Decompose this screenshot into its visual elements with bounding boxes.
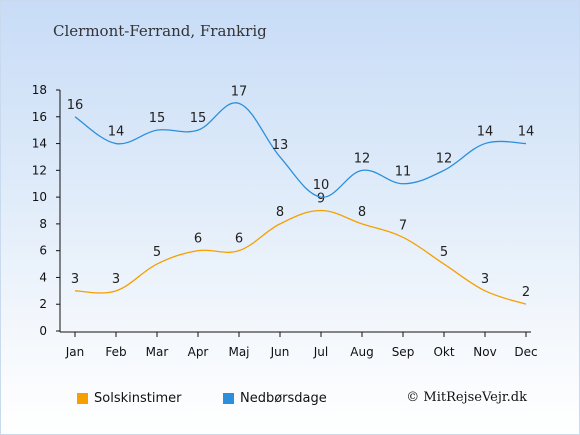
- x-tick-label: Dec: [514, 345, 537, 359]
- data-label-rain: 14: [108, 125, 125, 140]
- data-label-rain: 15: [149, 111, 166, 126]
- x-tick-label: Jul: [313, 345, 328, 359]
- data-label-sun: 5: [440, 245, 448, 260]
- y-tick-label: 6: [39, 244, 47, 258]
- data-label-sun: 5: [153, 245, 161, 260]
- data-label-rain: 13: [272, 138, 289, 153]
- x-tick-label: Apr: [188, 345, 209, 359]
- legend-swatch-rain: [223, 393, 234, 404]
- x-tick-label: Nov: [473, 345, 496, 359]
- x-tick-label: Okt: [433, 345, 454, 359]
- y-tick-label: 14: [32, 137, 47, 151]
- y-tick-label: 0: [39, 324, 47, 338]
- data-label-sun: 6: [194, 232, 202, 247]
- data-label-sun: 3: [71, 272, 79, 287]
- data-label-sun: 8: [358, 205, 366, 220]
- x-tick-label: Mar: [146, 345, 169, 359]
- y-tick-label: 12: [32, 163, 47, 177]
- legend-label-sun: Solskinstimer: [94, 391, 182, 406]
- chart-title: Clermont-Ferrand, Frankrig: [53, 22, 267, 40]
- data-label-sun: 8: [276, 205, 284, 220]
- y-tick-label: 2: [39, 297, 47, 311]
- x-tick-label: Sep: [392, 345, 415, 359]
- legend-swatch-sun: [77, 393, 88, 404]
- series-line-sun: [74, 209, 527, 305]
- legend-item-rain: Nedbørsdage: [223, 391, 327, 406]
- x-tick-label: Jan: [65, 345, 85, 359]
- y-tick-label: 16: [32, 110, 47, 124]
- legend-label-rain: Nedbørsdage: [240, 391, 327, 406]
- legend-item-sun: Solskinstimer: [77, 391, 181, 406]
- data-label-rain: 15: [190, 111, 207, 126]
- x-tick-label: Maj: [228, 345, 249, 359]
- data-label-rain: 12: [436, 151, 453, 166]
- data-label-sun: 3: [481, 272, 489, 287]
- x-tick-label: Aug: [350, 345, 373, 359]
- x-tick-label: Feb: [105, 345, 126, 359]
- data-label-sun: 9: [317, 192, 325, 207]
- credit-text: © MitRejseVejr.dk: [406, 390, 527, 405]
- y-tick-label: 4: [39, 270, 47, 284]
- data-label-rain: 14: [518, 125, 535, 140]
- y-tick-label: 18: [32, 83, 47, 97]
- y-tick-label: 8: [39, 217, 47, 231]
- data-label-rain: 16: [67, 98, 84, 113]
- y-tick-label: 10: [32, 190, 47, 204]
- data-label-rain: 17: [231, 84, 248, 99]
- data-label-rain: 11: [395, 165, 412, 180]
- data-label-sun: 3: [112, 272, 120, 287]
- data-label-rain: 12: [354, 151, 371, 166]
- data-label-sun: 7: [399, 218, 407, 233]
- data-label-rain: 10: [313, 178, 330, 193]
- series-line-rain: [74, 102, 527, 198]
- data-label-rain: 14: [477, 125, 494, 140]
- data-label-sun: 2: [522, 285, 530, 300]
- data-label-sun: 6: [235, 232, 243, 247]
- x-tick-label: Jun: [270, 345, 290, 359]
